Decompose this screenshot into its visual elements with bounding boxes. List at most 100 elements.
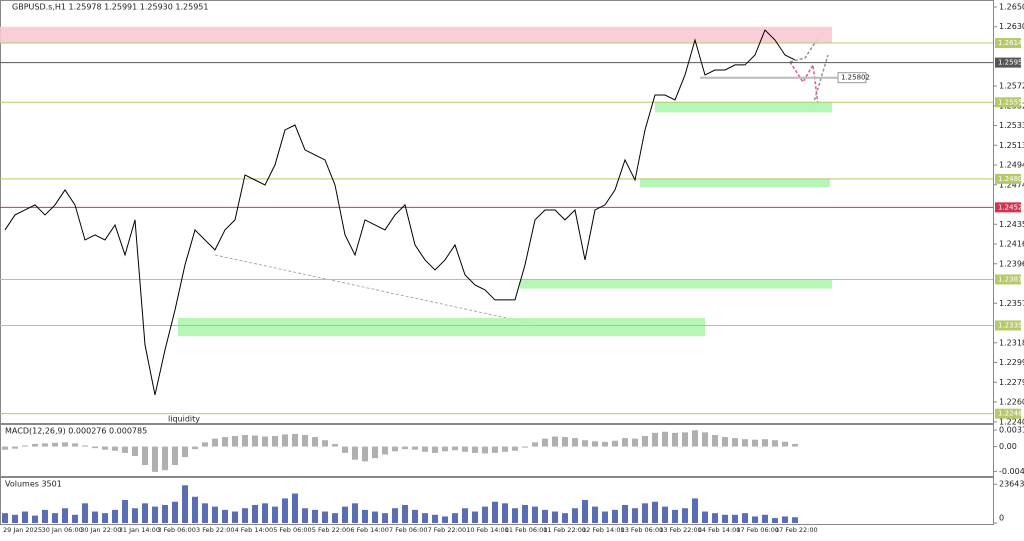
volume-bar xyxy=(762,514,768,523)
macd-bar xyxy=(332,443,338,447)
zone xyxy=(655,102,832,113)
y-tick-label: 1.26500 xyxy=(999,2,1024,11)
zone xyxy=(520,279,832,289)
macd-bar xyxy=(742,439,748,447)
volume-title: Volumes 3501 xyxy=(5,480,62,489)
projection-path xyxy=(789,61,819,106)
volume-bar xyxy=(572,508,578,523)
x-tick-label: 3 Feb 22:00 xyxy=(196,526,235,534)
macd-bar xyxy=(552,436,558,447)
volume-bar xyxy=(52,513,58,523)
macd-bar xyxy=(782,441,788,447)
macd-bar xyxy=(582,440,588,447)
macd-bar xyxy=(762,439,768,447)
volume-bar xyxy=(302,508,308,523)
macd-bar xyxy=(222,437,228,447)
zone xyxy=(640,178,830,188)
volume-bar xyxy=(732,514,738,523)
macd-bar xyxy=(412,446,418,450)
macd-bar xyxy=(22,445,28,447)
macd-bar xyxy=(462,446,468,452)
volume-bar xyxy=(352,503,358,523)
y-tick-label: 1.23185 xyxy=(999,338,1024,347)
level-tag xyxy=(995,274,1021,285)
level-tag xyxy=(995,408,1021,419)
volume-tick-label: 0 xyxy=(999,514,1004,523)
macd-bar xyxy=(102,446,108,450)
volume-bar xyxy=(12,514,18,523)
volume-bar xyxy=(32,515,38,523)
volume-bar xyxy=(22,511,28,523)
volume-bar xyxy=(712,513,718,523)
trend-line xyxy=(214,254,531,324)
y-tick-label: 1.22990 xyxy=(999,358,1024,367)
volume-bar xyxy=(632,508,638,523)
volume-bar xyxy=(212,506,218,523)
x-tick-label: 17 Feb 22:00 xyxy=(775,526,818,534)
volume-bar xyxy=(612,509,618,523)
pending-box xyxy=(837,72,867,84)
volume-bar xyxy=(402,504,408,523)
volume-bar xyxy=(232,511,238,523)
macd-bar xyxy=(152,446,158,472)
macd-bar xyxy=(502,446,508,452)
panel-frames xyxy=(0,0,994,525)
volume-bar xyxy=(502,503,508,523)
y-tick-label: 1.22795 xyxy=(999,378,1024,387)
y-tick-label: 1.24940 xyxy=(999,161,1024,170)
price-line xyxy=(4,29,796,396)
volume-bar xyxy=(222,509,228,523)
price-panel xyxy=(0,0,994,424)
macd-bar xyxy=(542,438,548,447)
chart-title: GBPUSD.s,H1 1.25978 1.25991 1.25930 1.25… xyxy=(12,3,208,12)
macd-bar xyxy=(202,442,208,447)
x-tick-label: 10 Feb 14:00 xyxy=(466,526,509,534)
zone xyxy=(0,26,832,44)
macd-bar xyxy=(622,438,628,447)
macd-bar xyxy=(402,446,408,450)
x-tick-label: 13 Feb 06:00 xyxy=(621,526,664,534)
y-tick-label: 1.24160 xyxy=(999,240,1024,249)
x-tick-label: 3 Feb 06:00 xyxy=(157,526,196,534)
x-tick-label: 31 Jan 14:00 xyxy=(119,526,160,534)
volume-bar xyxy=(722,514,728,523)
volume-bar xyxy=(252,504,258,523)
macd-tick-label: 0.00 xyxy=(999,442,1017,451)
volume-bar xyxy=(312,509,318,523)
macd-bar xyxy=(282,434,288,447)
macd-bar xyxy=(82,445,88,447)
level-tag xyxy=(995,97,1021,108)
volume-bar xyxy=(242,508,248,523)
volume-bar xyxy=(482,506,488,523)
macd-bar xyxy=(292,433,298,447)
volume-bar xyxy=(602,511,608,523)
macd-bar xyxy=(592,441,598,447)
macd-bar xyxy=(302,434,308,447)
volume-bar xyxy=(662,506,668,523)
macd-bar xyxy=(12,446,18,449)
volume-bar xyxy=(582,500,588,523)
macd-bar xyxy=(392,446,398,452)
macd-bar xyxy=(52,442,58,447)
macd-bar xyxy=(682,432,688,447)
volume-bar xyxy=(342,506,348,523)
volume-bar xyxy=(182,485,188,523)
y-tick-label: 1.25135 xyxy=(999,141,1024,150)
volume-tick-label: 23643 xyxy=(999,480,1024,489)
x-tick-label: 6 Feb 14:00 xyxy=(350,526,389,534)
y-tick-label: 1.24355 xyxy=(999,220,1024,229)
volume-bar xyxy=(112,509,118,523)
volume-bar xyxy=(672,509,678,523)
volume-bar xyxy=(492,501,498,523)
macd-bar xyxy=(722,437,728,447)
volume-bar xyxy=(382,513,388,523)
macd-bar xyxy=(322,440,328,447)
macd-bar xyxy=(242,434,248,447)
volume-bar xyxy=(332,513,338,523)
y-tick-label: 1.23575 xyxy=(999,299,1024,308)
macd-bar xyxy=(692,430,698,447)
volume-bar xyxy=(372,511,378,523)
volume-bar xyxy=(422,513,428,523)
macd-bar xyxy=(612,440,618,447)
macd-bar xyxy=(92,446,98,449)
